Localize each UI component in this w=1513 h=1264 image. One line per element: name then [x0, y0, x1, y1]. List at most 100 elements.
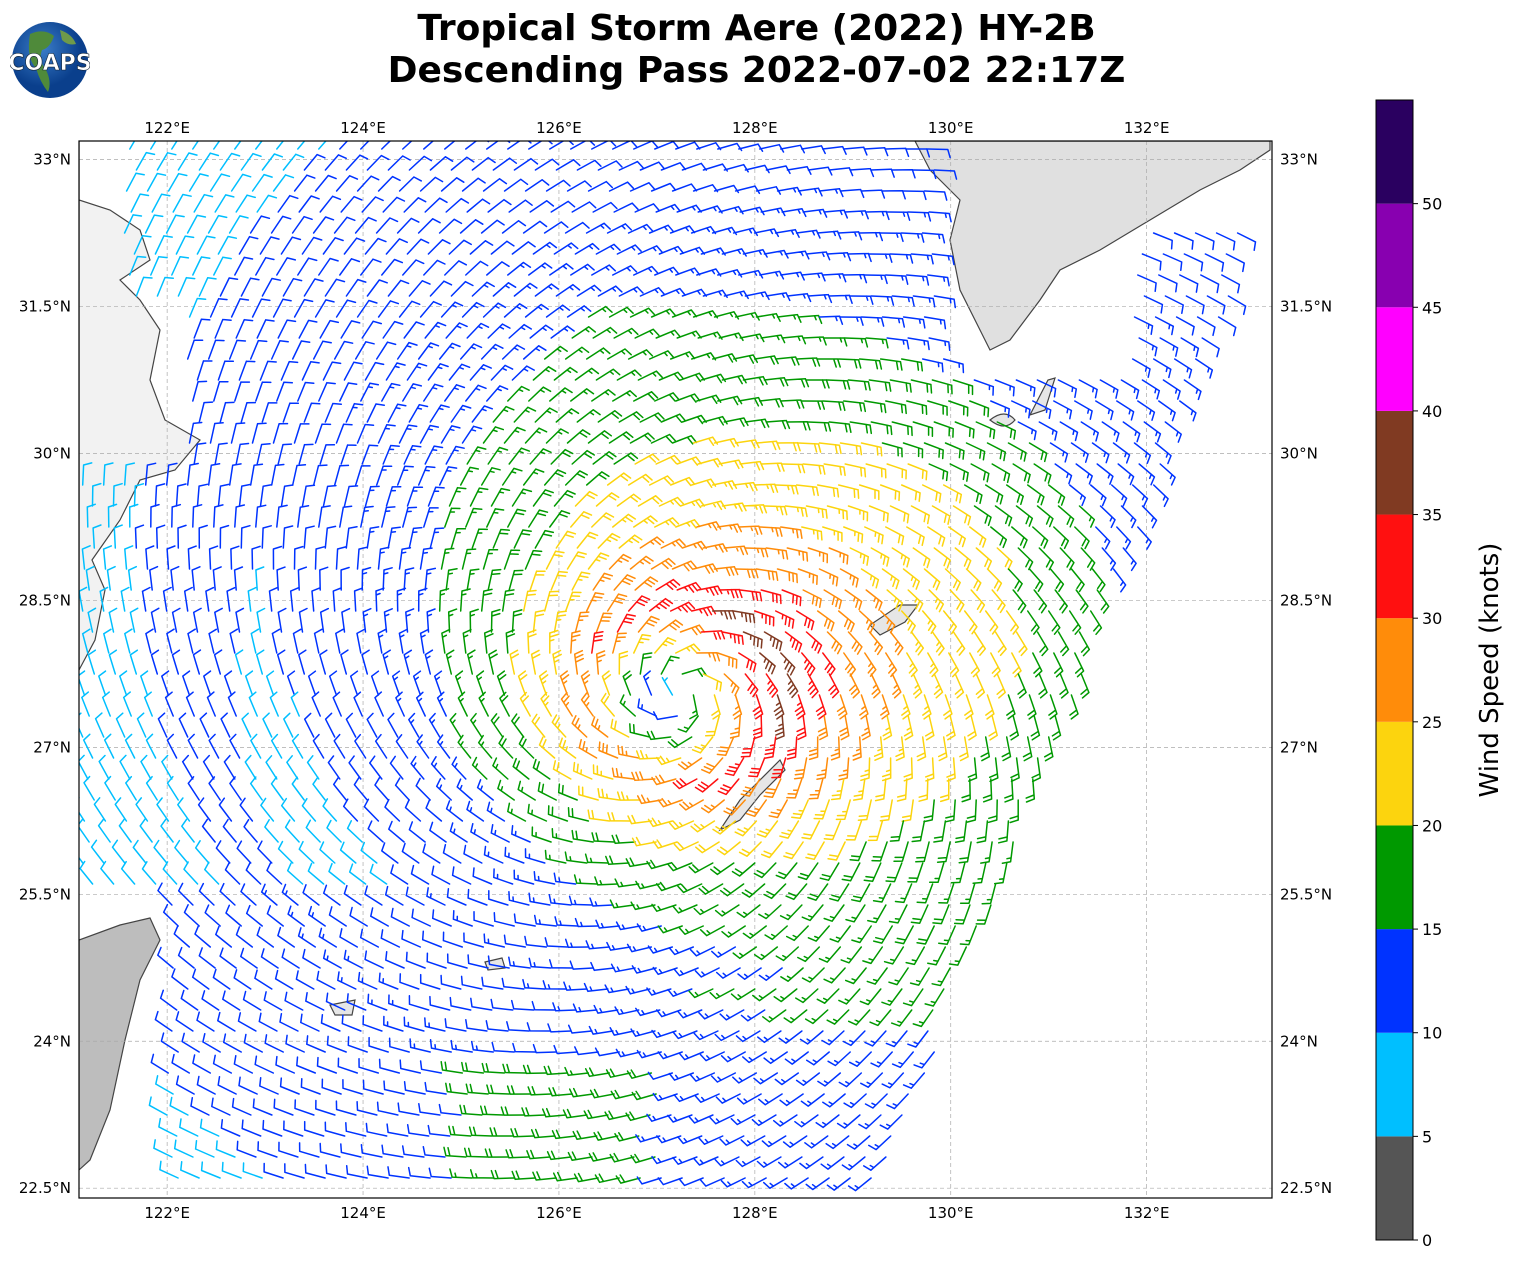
- wind-barb: [700, 373, 727, 384]
- wind-barb: [592, 326, 618, 339]
- wind-barb: [129, 649, 139, 675]
- wind-barb: [500, 1106, 525, 1116]
- wind-barb: [397, 1102, 420, 1116]
- wind-barb: [312, 776, 326, 801]
- wind-barb: [487, 446, 509, 465]
- wind-barb: [340, 1143, 362, 1158]
- wind-barb: [125, 172, 145, 192]
- wind-barb: [799, 1030, 824, 1045]
- wind-barb: [918, 778, 929, 802]
- wind-barb: [113, 524, 123, 549]
- wind-barb: [286, 862, 304, 885]
- wind-barb: [1201, 337, 1220, 358]
- wind-barb: [127, 565, 138, 591]
- wind-barb: [870, 547, 890, 567]
- wind-barb: [324, 1121, 346, 1137]
- wind-barb: [949, 463, 969, 482]
- wind-barb: [771, 757, 787, 779]
- wind-barb: [553, 242, 579, 255]
- wind-barb: [511, 825, 531, 843]
- wind-barb: [723, 290, 749, 300]
- wind-barb: [469, 240, 494, 255]
- wind-barb: [531, 713, 546, 738]
- wind-barb: [1036, 379, 1057, 398]
- wind-barb: [891, 295, 915, 307]
- wind-barb: [173, 925, 191, 948]
- wind-barb: [1175, 316, 1195, 336]
- wind-barb: [869, 1009, 892, 1027]
- wind-barb: [590, 961, 615, 972]
- wind-barb: [717, 269, 743, 278]
- wind-barb: [736, 1093, 762, 1105]
- wind-barb: [735, 1156, 761, 1168]
- wind-barb: [429, 1039, 452, 1053]
- wind-barb: [387, 279, 410, 297]
- wind-barb: [987, 799, 998, 824]
- wind-barb: [272, 174, 295, 192]
- wind-barb: [186, 339, 204, 360]
- wind-barb: [1059, 421, 1079, 442]
- right-lat-label: 33°N: [1280, 151, 1318, 169]
- wind-barb: [639, 161, 665, 171]
- left-lat-label: 24°N: [33, 1032, 71, 1050]
- wind-barb: [486, 385, 509, 402]
- wind-barb: [783, 1009, 808, 1024]
- wind-barb: [885, 1030, 908, 1048]
- wind-barb: [445, 800, 464, 822]
- wind-barb: [493, 912, 515, 927]
- wind-barb: [510, 999, 535, 1011]
- wind-barb: [765, 165, 791, 175]
- wind-barb: [828, 673, 840, 699]
- wind-barb: [913, 1051, 935, 1069]
- wind-barb: [805, 505, 828, 519]
- wind-barb: [438, 1103, 462, 1116]
- wind-barb: [760, 207, 786, 217]
- colorbar-tick-label: 40: [1422, 402, 1442, 421]
- wind-barb: [183, 586, 193, 612]
- wind-barb: [827, 841, 846, 861]
- wind-barb: [312, 733, 325, 759]
- wind-barb: [564, 346, 590, 360]
- wind-barb: [858, 1114, 882, 1130]
- wind-barb: [779, 1093, 804, 1107]
- wind-barb: [544, 849, 567, 864]
- wind-barb: [395, 734, 409, 759]
- wind-barb: [988, 757, 999, 783]
- wind-barb: [236, 840, 252, 864]
- wind-barb: [781, 463, 806, 474]
- wind-barb: [354, 341, 375, 360]
- wind-barb: [115, 712, 126, 738]
- wind-barb: [146, 172, 167, 192]
- wind-barb: [928, 463, 949, 482]
- wind-barb: [381, 506, 396, 528]
- gridlines: [79, 141, 1272, 1198]
- wind-barb: [567, 1024, 593, 1034]
- wind-barb: [318, 257, 339, 276]
- wind-barb: [629, 307, 656, 318]
- wind-barb: [629, 432, 655, 444]
- wind-barb: [823, 820, 842, 841]
- colorbar-tick-label: 30: [1422, 609, 1442, 628]
- wind-barb: [943, 694, 953, 720]
- wind-barb: [1183, 253, 1204, 272]
- wind-barb: [954, 421, 975, 439]
- wind-barb: [419, 176, 444, 192]
- wind-barb: [302, 948, 321, 969]
- wind-barb: [1054, 589, 1068, 614]
- wind-barb: [445, 445, 465, 465]
- wind-barb: [208, 545, 219, 570]
- wind-barb: [281, 883, 299, 906]
- wind-barb: [696, 394, 722, 405]
- wind-barb: [609, 899, 635, 909]
- wind-barb: [501, 977, 525, 990]
- wind-barb: [613, 202, 639, 213]
- wind-barb: [760, 841, 783, 859]
- wind-barb: [1185, 295, 1205, 315]
- wind-barb: [860, 316, 885, 327]
- wind-barb: [124, 733, 136, 759]
- wind-barb: [367, 993, 388, 1011]
- wind-barb: [616, 613, 636, 633]
- wind-barb: [669, 476, 696, 487]
- wind-barb: [828, 421, 852, 434]
- wind-barb: [900, 484, 921, 502]
